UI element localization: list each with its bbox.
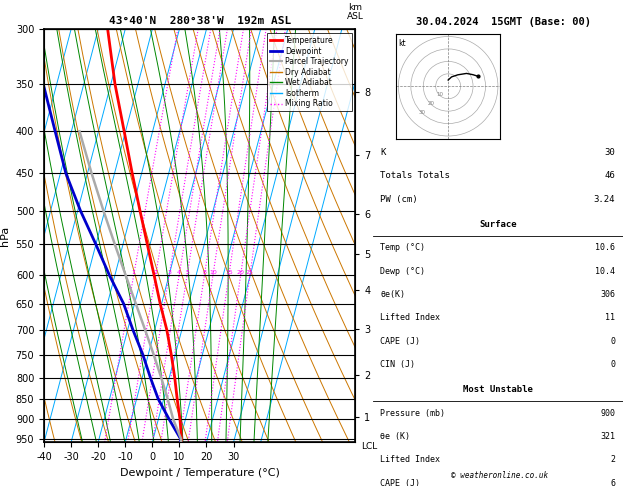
Text: 20: 20 [427,101,434,106]
Text: 46: 46 [604,172,615,180]
Text: CAPE (J): CAPE (J) [381,479,421,486]
Text: kt: kt [398,39,406,48]
Text: Pressure (mb): Pressure (mb) [381,409,445,417]
Text: 10.4: 10.4 [595,267,615,276]
Text: 20: 20 [237,270,245,276]
Legend: Temperature, Dewpoint, Parcel Trajectory, Dry Adiabat, Wet Adiabat, Isotherm, Mi: Temperature, Dewpoint, Parcel Trajectory… [267,33,352,111]
Text: 4: 4 [177,270,181,276]
Text: 900: 900 [600,409,615,417]
Text: K: K [381,148,386,157]
Text: 25: 25 [246,270,254,276]
Text: 15: 15 [225,270,233,276]
Text: © weatheronline.co.uk: © weatheronline.co.uk [452,470,548,480]
Text: 321: 321 [600,432,615,441]
Text: Temp (°C): Temp (°C) [381,243,425,252]
Text: 10: 10 [209,270,217,276]
Text: 30: 30 [418,110,426,115]
Text: 10.6: 10.6 [595,243,615,252]
Text: θe (K): θe (K) [381,432,411,441]
Text: 0: 0 [610,337,615,346]
Text: Totals Totals: Totals Totals [381,172,450,180]
Text: Dewp (°C): Dewp (°C) [381,267,425,276]
Text: Lifted Index: Lifted Index [381,313,440,322]
Text: km
ASL: km ASL [347,3,364,21]
Text: 8: 8 [203,270,206,276]
Text: 2: 2 [153,270,158,276]
Text: 30.04.2024  15GMT (Base: 00): 30.04.2024 15GMT (Base: 00) [416,17,591,27]
Text: 306: 306 [600,290,615,299]
Text: 30: 30 [604,148,615,157]
Title: 43°40'N  280°38'W  192m ASL: 43°40'N 280°38'W 192m ASL [109,16,291,26]
Text: 0: 0 [610,360,615,369]
Text: 2: 2 [610,455,615,464]
Y-axis label: hPa: hPa [0,226,10,246]
Text: Most Unstable: Most Unstable [463,385,533,394]
Text: 5: 5 [185,270,189,276]
Text: 6: 6 [610,479,615,486]
Text: LCL: LCL [362,442,378,451]
X-axis label: Dewpoint / Temperature (°C): Dewpoint / Temperature (°C) [120,468,280,478]
Text: PW (cm): PW (cm) [381,195,418,204]
Text: Lifted Index: Lifted Index [381,455,440,464]
Text: CIN (J): CIN (J) [381,360,416,369]
Text: 10: 10 [436,92,443,98]
Text: CAPE (J): CAPE (J) [381,337,421,346]
Text: 1: 1 [131,270,136,276]
Text: Surface: Surface [479,220,516,229]
Text: 11: 11 [605,313,615,322]
Text: θe(K): θe(K) [381,290,406,299]
Text: 3.24: 3.24 [594,195,615,204]
Text: 3: 3 [167,270,171,276]
